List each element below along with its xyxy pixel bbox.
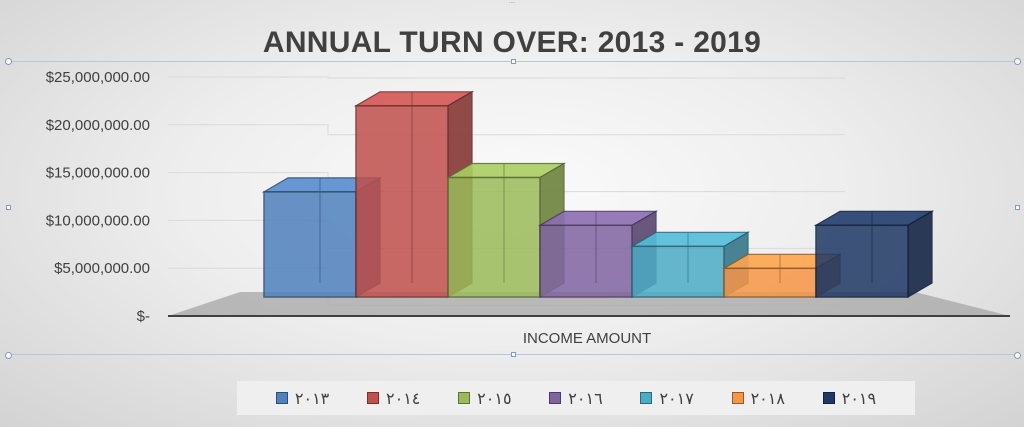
selection-handle-bottom-middle[interactable] xyxy=(511,352,516,357)
legend-swatch xyxy=(458,392,471,404)
selection-handle-top-left[interactable] xyxy=(5,58,12,65)
legend-item-6[interactable]: ٢٠١٩ xyxy=(822,388,877,408)
legend-label: ٢٠١٧ xyxy=(659,388,694,408)
selection-handle-top-right[interactable] xyxy=(1014,58,1021,65)
legend-swatch xyxy=(822,392,835,404)
y-tick-label: $10,000,000.00 xyxy=(46,212,150,229)
chart-title[interactable]: ANNUAL TURN OVER: 2013 - 2019 xyxy=(262,26,762,59)
bar-6[interactable] xyxy=(813,210,935,299)
chart-floor xyxy=(168,292,1010,316)
selection-handle-middle-left[interactable] xyxy=(6,205,11,210)
legend-swatch xyxy=(549,392,562,404)
legend-item-0[interactable]: ٢٠١٣ xyxy=(275,388,330,408)
selection-handle-middle-right[interactable] xyxy=(1015,205,1020,210)
legend-item-1[interactable]: ٢٠١٤ xyxy=(367,389,420,408)
legend-label: ٢٠١٤ xyxy=(386,388,421,408)
legend-swatch xyxy=(367,392,380,404)
legend-label: ٢٠١٩ xyxy=(841,388,877,408)
legend-item-5[interactable]: ٢٠١٨ xyxy=(731,388,785,408)
legend-label: ٢٠١٣ xyxy=(294,388,330,408)
y-tick-label: $20,000,000.00 xyxy=(46,117,150,134)
gridline xyxy=(168,76,845,79)
legend-swatch xyxy=(275,392,288,404)
resize-grip-icon[interactable]: .... xyxy=(508,0,516,5)
gridline xyxy=(168,124,845,136)
y-tick-label: $5,000,000.00 xyxy=(54,260,150,277)
selection-handle-bottom-left[interactable] xyxy=(5,352,12,359)
legend-item-4[interactable]: ٢٠١٧ xyxy=(640,388,694,408)
legend-item-2[interactable]: ٢٠١٥ xyxy=(458,388,512,408)
legend-label: ٢٠١٥ xyxy=(477,388,512,408)
legend-swatch xyxy=(640,392,653,404)
selection-handle-bottom-right[interactable] xyxy=(1014,352,1021,359)
legend[interactable]: ٢٠١٣ ٢٠١٤ ٢٠١٥ ٢٠١٦ ٢٠١٧ ٢٠١٨ ٢٠١٩ xyxy=(237,381,915,415)
legend-item-3[interactable]: ٢٠١٦ xyxy=(549,388,603,408)
x-axis-label: INCOME AMOUNT xyxy=(523,330,651,347)
y-tick-label: $25,000,000.00 xyxy=(46,69,150,86)
legend-label: ٢٠١٨ xyxy=(750,388,785,408)
legend-label: ٢٠١٦ xyxy=(568,388,603,408)
y-tick-label: $15,000,000.00 xyxy=(46,165,150,182)
y-tick-label: $- xyxy=(137,308,150,325)
legend-swatch xyxy=(731,392,744,404)
selection-handle-top-middle[interactable] xyxy=(511,59,516,64)
bar-5[interactable] xyxy=(721,253,843,299)
